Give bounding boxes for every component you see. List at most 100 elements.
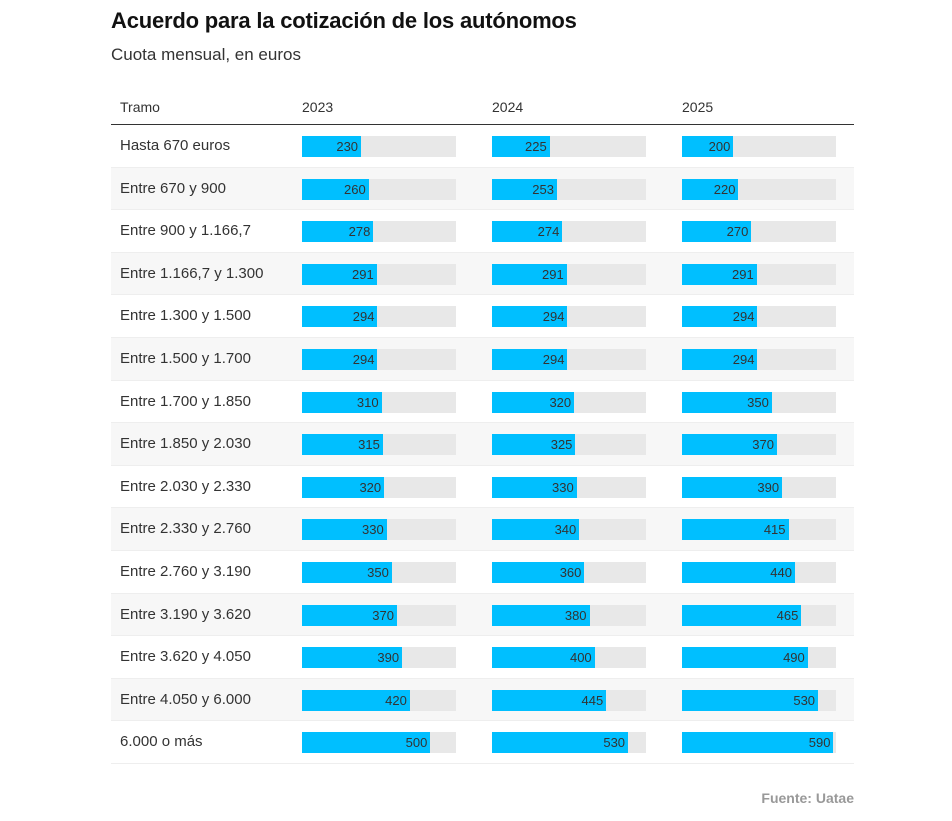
- bar-track: 330: [302, 519, 456, 541]
- row-label: Entre 4.050 y 6.000: [120, 690, 251, 708]
- table-row: Entre 900 y 1.166,7 278 274 270: [111, 210, 854, 253]
- bar-track: 325: [492, 434, 646, 456]
- table-header: Tramo 2023 2024 2025: [111, 88, 854, 125]
- bar-2024: [492, 519, 580, 541]
- bar-value-label: 370: [372, 607, 394, 623]
- bar-value-label: 291: [542, 266, 564, 282]
- bar-value-label: 325: [550, 437, 573, 453]
- bar-2024: [492, 348, 568, 370]
- chart-subtitle: Cuota mensual, en euros: [111, 45, 301, 64]
- row-label: Hasta 670 euros: [120, 137, 231, 154]
- bar-value-label: 590: [808, 735, 831, 751]
- bar-value-label: 278: [348, 224, 371, 240]
- bar-value-label: 530: [793, 692, 816, 708]
- bar-2025: [682, 391, 772, 413]
- bar-track: 294: [302, 306, 456, 328]
- row-label: Entre 2.030 y 2.330: [120, 477, 251, 495]
- bar-track: 445: [492, 689, 646, 711]
- bar-2025: [682, 178, 739, 200]
- bar-2025: [682, 263, 757, 285]
- bar-value-label: 380: [564, 607, 587, 623]
- bar-value-label: 260: [344, 181, 366, 197]
- table-row: Entre 1.500 y 1.700 294 294 294: [111, 337, 854, 381]
- bar-2023: [302, 476, 385, 498]
- row-label: Entre 670 y 900: [120, 179, 226, 197]
- bar-2023: [302, 306, 378, 328]
- bar-value-label: 390: [377, 650, 400, 666]
- bar-track: 320: [302, 476, 456, 498]
- bar-track: 230: [302, 136, 456, 157]
- bar-2023: [302, 221, 374, 243]
- bar-track: 294: [302, 348, 456, 370]
- bar-2025: [682, 306, 758, 328]
- bar-value-label: 490: [783, 650, 805, 666]
- bar-2025: [682, 136, 734, 157]
- bar-value-label: 253: [532, 181, 554, 197]
- bar-track: 294: [682, 306, 836, 328]
- bar-track: 320: [492, 391, 646, 413]
- bar-2023: [302, 136, 362, 157]
- bar-value-label: 291: [732, 266, 754, 282]
- bar-2024: [492, 221, 563, 243]
- table-row: Hasta 670 euros 230 225 200: [111, 125, 854, 168]
- source-note: Fuente: Uatae: [761, 790, 854, 806]
- bar-2024: [492, 434, 576, 456]
- bar-track: 440: [682, 561, 836, 583]
- bar-2025: [682, 519, 789, 541]
- bar-2023: [302, 647, 403, 669]
- bar-2023: [302, 519, 387, 541]
- header-2025: 2025: [682, 99, 714, 115]
- table-row: Entre 2.330 y 2.760 330 340 415: [111, 508, 854, 551]
- bar-value-label: 310: [356, 394, 379, 410]
- row-label: Entre 2.760 y 3.190: [120, 562, 251, 580]
- bar-value-label: 320: [359, 479, 382, 495]
- bar-2024: [492, 136, 550, 157]
- bar-value-label: 200: [708, 139, 731, 154]
- bar-2024: [492, 178, 557, 200]
- header-2024: 2024: [492, 99, 524, 115]
- table-row: Entre 1.166,7 y 1.300 291 291 291: [111, 252, 854, 296]
- bar-value-label: 294: [352, 309, 375, 325]
- bar-value-label: 340: [554, 522, 577, 538]
- bar-track: 415: [682, 519, 836, 541]
- bar-track: 315: [302, 434, 456, 456]
- bar-2024: [492, 476, 577, 498]
- bar-track: 420: [302, 689, 456, 711]
- row-label: Entre 3.620 y 4.050: [120, 648, 251, 666]
- bar-value-label: 294: [542, 309, 565, 325]
- bar-value-label: 330: [552, 479, 574, 495]
- row-label: Entre 3.190 y 3.620: [120, 605, 251, 623]
- bar-value-label: 465: [776, 607, 799, 623]
- bar-track: 253: [492, 178, 646, 200]
- bar-track: 340: [492, 519, 646, 541]
- bar-2023: [302, 732, 431, 754]
- bar-track: 220: [682, 178, 836, 200]
- header-tramo: Tramo: [120, 99, 160, 115]
- bar-track: 400: [492, 647, 646, 669]
- bar-2024: [492, 647, 595, 669]
- table-row: 6.000 o más 500 530 590: [111, 721, 854, 764]
- row-label: Entre 1.166,7 y 1.300: [120, 264, 264, 282]
- bar-track: 530: [682, 689, 836, 711]
- bar-2024: [492, 732, 629, 754]
- row-label: Entre 1.500 y 1.700: [120, 349, 251, 367]
- bar-track: 278: [302, 221, 456, 243]
- bar-track: 270: [682, 221, 836, 243]
- bar-2024: [492, 561, 585, 583]
- table-row: Entre 2.760 y 3.190 350 360 440: [111, 551, 854, 594]
- bar-2025: [682, 476, 783, 498]
- bar-2023: [302, 604, 397, 626]
- bar-2023: [302, 263, 377, 285]
- bar-value-label: 315: [358, 437, 380, 453]
- bar-track: 490: [682, 647, 836, 669]
- bar-track: 294: [492, 306, 646, 328]
- bar-value-label: 350: [747, 394, 769, 410]
- bar-value-label: 274: [537, 224, 560, 240]
- bar-value-label: 445: [581, 692, 604, 708]
- bar-2024: [492, 689, 607, 711]
- bar-value-label: 294: [732, 309, 755, 325]
- bar-track: 225: [492, 136, 646, 157]
- bar-track: 260: [302, 178, 456, 200]
- row-label: Entre 1.300 y 1.500: [120, 307, 251, 325]
- bar-value-label: 220: [713, 181, 736, 197]
